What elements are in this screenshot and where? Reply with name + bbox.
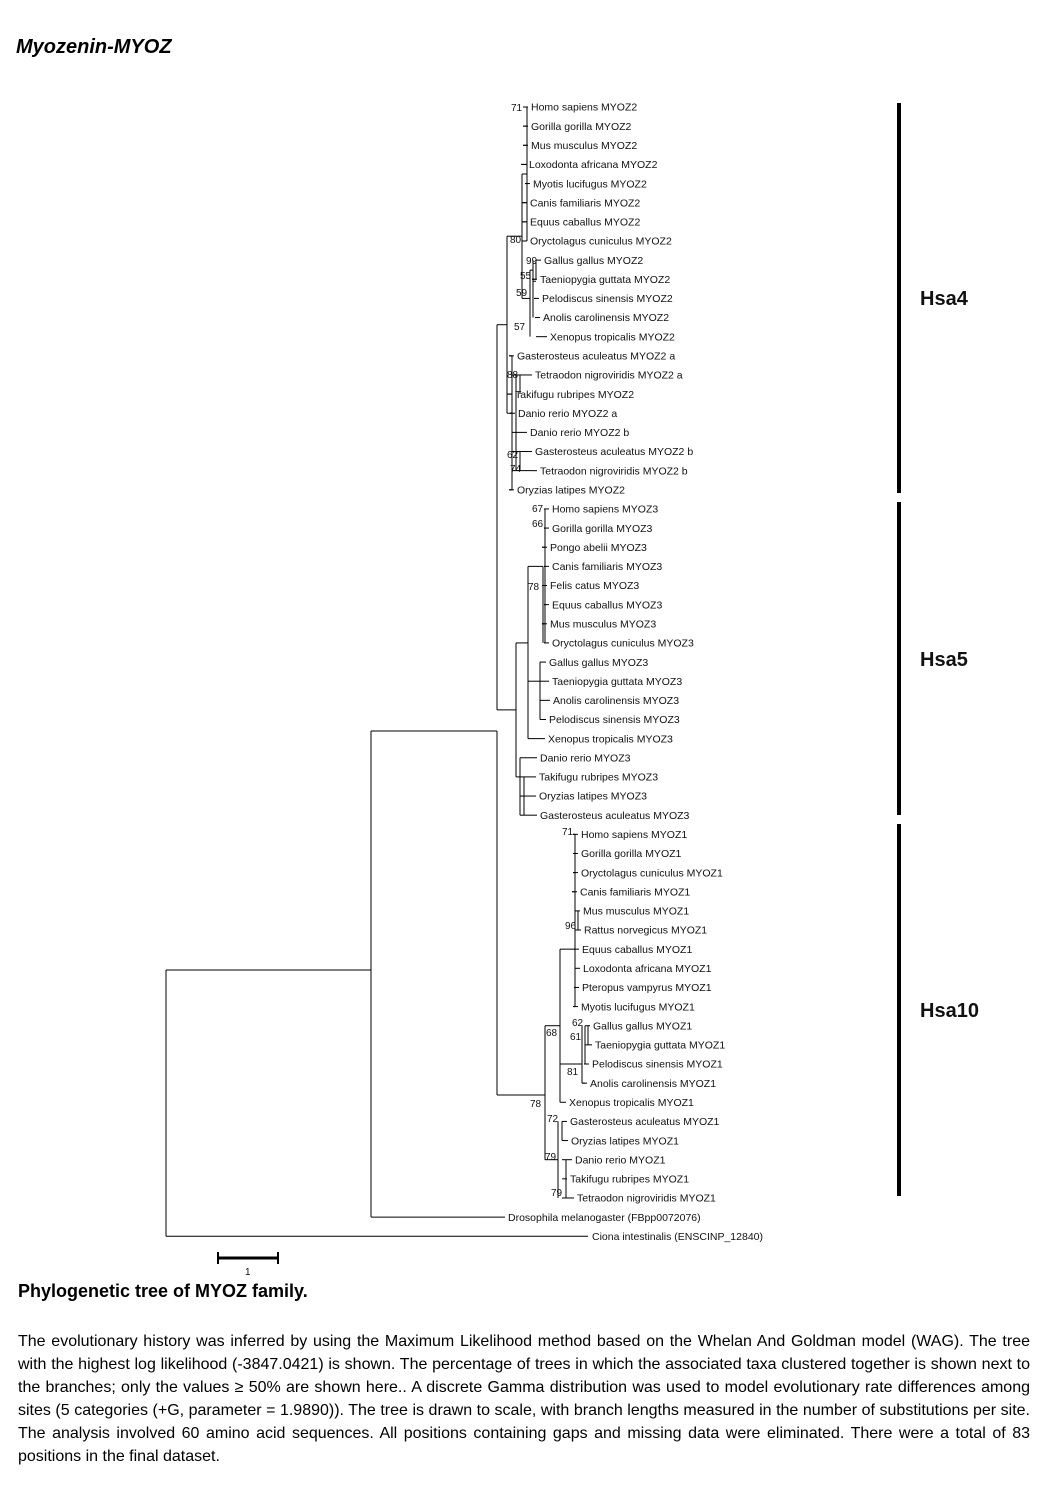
clade-label: Hsa10 (920, 1000, 979, 1022)
bootstrap-value: 57 (514, 322, 526, 333)
bootstrap-value: 62 (572, 1018, 584, 1029)
taxon-label: Pelodiscus sinensis MYOZ1 (592, 1059, 723, 1071)
taxon-label: Mus musculus MYOZ1 (583, 906, 689, 918)
taxon-label: Oryzias latipes MYOZ3 (539, 791, 647, 803)
taxon-label: Xenopus tropicalis MYOZ3 (548, 733, 673, 745)
caption-text: The evolutionary history was inferred by… (18, 1333, 1030, 1465)
bootstrap-value: 61 (570, 1032, 582, 1043)
taxon-label: Gallus gallus MYOZ1 (593, 1020, 692, 1032)
bootstrap-value: 99 (526, 256, 538, 267)
taxon-label: Myotis lucifugus MYOZ1 (581, 1001, 695, 1013)
taxon-label: Tetraodon nigroviridis MYOZ2 a (535, 370, 683, 382)
bootstrap-value: 72 (547, 1114, 559, 1125)
taxon-label: Pelodiscus sinensis MYOZ2 (542, 293, 673, 305)
taxon-label: Felis catus MYOZ3 (550, 580, 639, 592)
bootstrap-value: 59 (516, 288, 528, 299)
bootstrap-value: 96 (565, 921, 577, 932)
taxon-label: Gasterosteus aculeatus MYOZ1 (570, 1116, 720, 1128)
taxon-label: Pongo abelii MYOZ3 (550, 542, 647, 554)
taxon-label: Danio rerio MYOZ2 b (530, 427, 629, 439)
taxon-label: Loxodonta africana MYOZ2 (529, 159, 658, 171)
taxon-label: Oryctolagus cuniculus MYOZ1 (581, 867, 723, 879)
taxon-label: Pelodiscus sinensis MYOZ3 (549, 714, 680, 726)
tree-branches (165, 106, 592, 1237)
taxon-label: Homo sapiens MYOZ1 (581, 829, 687, 841)
taxon-label: Xenopus tropicalis MYOZ1 (569, 1097, 694, 1109)
bootstrap-value: 71 (511, 103, 523, 114)
taxon-label: Anolis carolinensis MYOZ1 (590, 1078, 716, 1090)
taxon-label: Canis familiaris MYOZ3 (552, 561, 662, 573)
scale-bar-label: 1 (245, 1267, 251, 1278)
taxon-label: Canis familiaris MYOZ1 (580, 886, 690, 898)
taxon-label: Anolis carolinensis MYOZ3 (553, 695, 679, 707)
taxon-label: Takifugu rubripes MYOZ3 (539, 772, 658, 784)
bootstrap-value: 81 (567, 1067, 579, 1078)
taxon-label: Takifugu rubripes MYOZ2 (515, 389, 634, 401)
scale-bar: 1 (217, 1252, 279, 1278)
bootstrap-value: 66 (532, 519, 544, 530)
taxon-label: Rattus norvegicus MYOZ1 (584, 925, 707, 937)
taxon-label: Tetraodon nigroviridis MYOZ1 (577, 1193, 716, 1205)
taxon-label: Gorilla gorilla MYOZ2 (531, 121, 632, 133)
taxon-label: Myotis lucifugus MYOZ2 (533, 178, 647, 190)
taxon-label: Gorilla gorilla MYOZ1 (581, 848, 682, 860)
bootstrap-value: 71 (562, 827, 574, 838)
bootstrap-value: 78 (528, 582, 540, 593)
taxon-label: Danio rerio MYOZ1 (575, 1154, 666, 1166)
bootstrap-value: 79 (551, 1188, 563, 1199)
bootstrap-value: 74 (510, 464, 522, 475)
taxon-label: Homo sapiens MYOZ3 (552, 504, 658, 516)
bootstrap-value: 88 (507, 370, 519, 381)
taxon-label: Equus caballus MYOZ1 (582, 944, 692, 956)
taxon-label: Gasterosteus aculeatus MYOZ3 (540, 810, 690, 822)
taxon-label: Canis familiaris MYOZ2 (530, 197, 640, 209)
taxon-label: Homo sapiens MYOZ2 (531, 102, 637, 114)
bootstrap-value: 80 (510, 235, 522, 246)
taxon-label: Equus caballus MYOZ2 (530, 217, 640, 229)
taxon-label: Tetraodon nigroviridis MYOZ2 b (540, 465, 688, 477)
taxon-label: Loxodonta africana MYOZ1 (583, 963, 712, 975)
bootstrap-value: 55 (520, 271, 532, 282)
taxon-label: Pteropus vampyrus MYOZ1 (582, 982, 712, 994)
phylogenetic-tree: Homo sapiens MYOZ2 Gorilla gorilla MYOZ2 M… (165, 102, 979, 1278)
taxon-label: Gasterosteus aculeatus MYOZ2 a (517, 351, 675, 363)
bootstrap-values: 71 80 99 55 59 57 88 62 74 67 66 78 71 96 62 61 81 68 78 72… (507, 103, 584, 1199)
taxon-label: Oryctolagus cuniculus MYOZ3 (552, 638, 694, 650)
bootstrap-value: 78 (530, 1099, 542, 1110)
caption-title: Phylogenetic tree of MYOZ family. (18, 1281, 308, 1301)
taxon-label: Mus musculus MYOZ2 (531, 140, 637, 152)
taxon-label: Equus caballus MYOZ3 (552, 599, 662, 611)
taxon-label: Oryctolagus cuniculus MYOZ2 (530, 236, 672, 248)
clade-bars: Hsa4 Hsa5 Hsa10 (897, 103, 979, 1196)
taxon-label: Oryzias latipes MYOZ1 (571, 1135, 679, 1147)
taxon-label: Anolis carolinensis MYOZ2 (543, 312, 669, 324)
taxon-label: Xenopus tropicalis MYOZ2 (550, 331, 675, 343)
taxon-label: Ciona intestinalis (ENSCINP_12840) (592, 1231, 763, 1243)
clade-label: Hsa5 (920, 649, 968, 671)
taxon-labels: Homo sapiens MYOZ2 Gorilla gorilla MYOZ2 M… (508, 102, 763, 1243)
taxon-label: Taeniopygia guttata MYOZ3 (552, 676, 682, 688)
page-title: Myozenin-MYOZ (16, 36, 172, 58)
taxon-label: Danio rerio MYOZ2 a (518, 408, 617, 420)
taxon-label: Gasterosteus aculeatus MYOZ2 b (535, 446, 693, 458)
taxon-label: Taeniopygia guttata MYOZ1 (595, 1040, 725, 1052)
taxon-label: Danio rerio MYOZ3 (540, 752, 631, 764)
taxon-label: Gallus gallus MYOZ3 (549, 657, 648, 669)
taxon-label: Taeniopygia guttata MYOZ2 (540, 274, 670, 286)
bootstrap-value: 62 (507, 450, 519, 461)
taxon-label: Gorilla gorilla MYOZ3 (552, 523, 653, 535)
clade-label: Hsa4 (920, 288, 969, 310)
taxon-label: Takifugu rubripes MYOZ1 (570, 1174, 689, 1186)
bootstrap-value: 67 (532, 504, 544, 515)
taxon-label: Gallus gallus MYOZ2 (544, 255, 643, 267)
taxon-label: Oryzias latipes MYOZ2 (517, 485, 625, 497)
taxon-label: Drosophila melanogaster (FBpp0072076) (508, 1212, 701, 1224)
taxon-label: Mus musculus MYOZ3 (550, 618, 656, 630)
bootstrap-value: 79 (545, 1152, 557, 1163)
bootstrap-value: 68 (546, 1028, 558, 1039)
